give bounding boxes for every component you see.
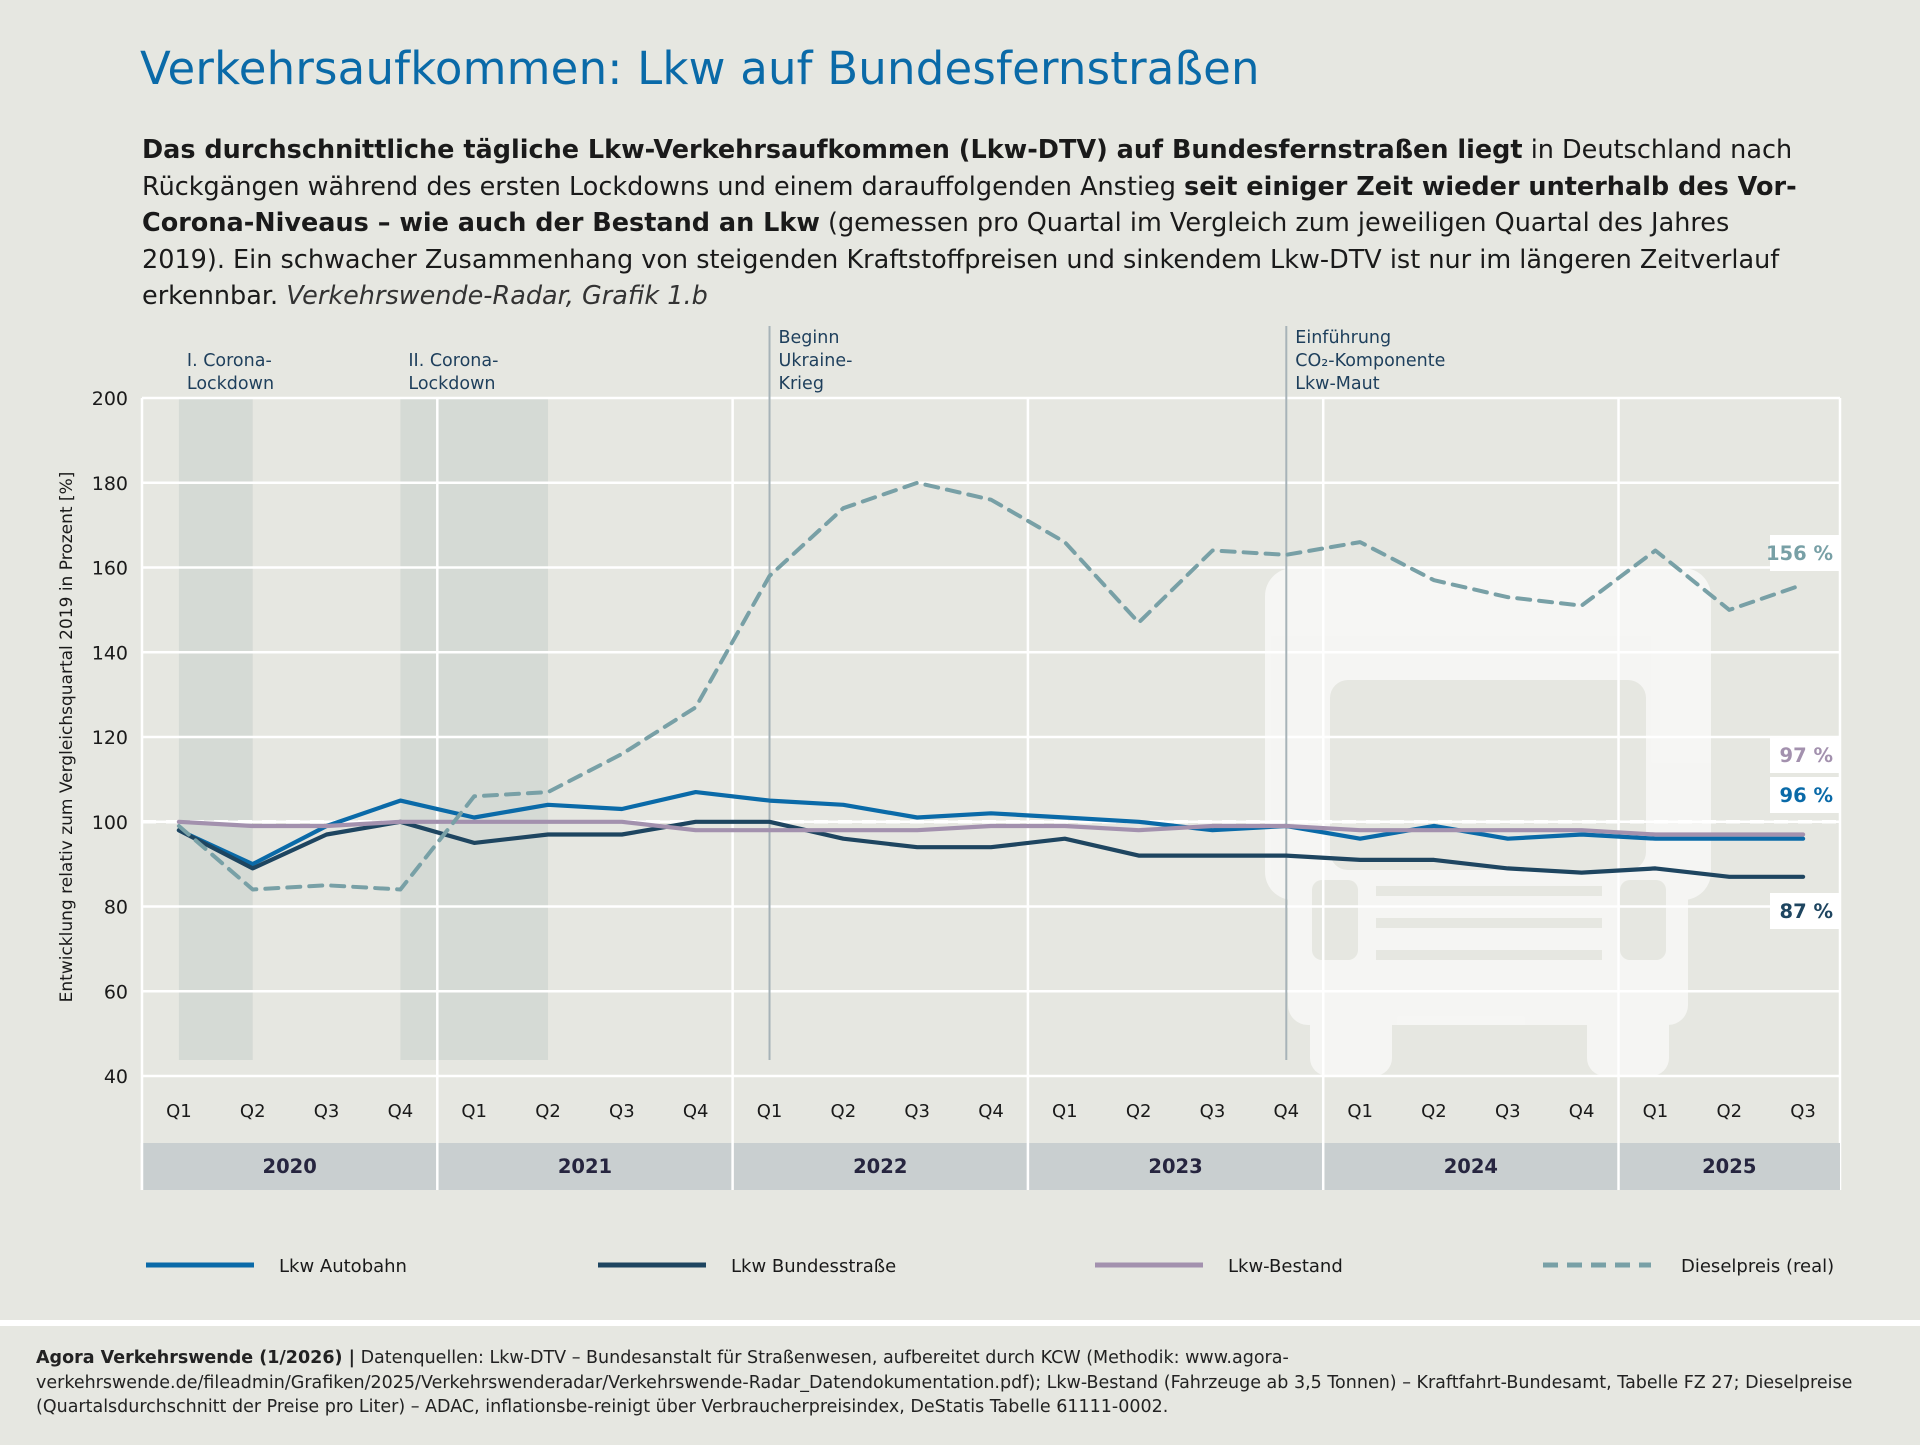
lockdown-label: II. Corona- [408,351,498,371]
y-tick-label: 120 [92,727,128,749]
x-tick-label: Q1 [1643,1101,1669,1122]
y-tick-label: 100 [92,812,128,834]
end-label-box [1770,777,1840,813]
end-value-label: 156 % [1766,542,1833,565]
series-line [176,819,1806,879]
year-label: 2022 [853,1155,907,1178]
page-title: Verkehrsaufkommen: Lkw auf Bundesfernstr… [140,42,1260,95]
x-tick-label: Q4 [1569,1101,1595,1122]
y-tick-label: 140 [92,642,128,664]
end-label-box [1770,737,1840,773]
year-label: 2021 [558,1155,612,1178]
footer-sources: Agora Verkehrswende (1/2026) | Datenquel… [36,1346,1886,1420]
series-line [176,480,1806,892]
line-chart: I. Corona- Lockdown II. Corona- Lockdown 40 6… [57,326,1842,1277]
legend-label: Lkw Bundesstraße [731,1256,896,1277]
year-label: 2024 [1444,1155,1498,1178]
end-value-label: 87 % [1780,900,1833,923]
x-tick-label: Q2 [240,1101,266,1122]
lockdown-label: Lockdown [187,374,274,394]
lockdown-shade [178,398,253,1060]
footer-bar [0,1320,1920,1445]
y-tick-label: 200 [92,388,128,410]
end-value-label: 96 % [1780,784,1833,807]
y-tick-label: 60 [104,981,128,1003]
x-tick-label: Q2 [831,1101,857,1122]
x-tick-label: Q1 [757,1101,783,1122]
series-line [176,819,1806,837]
y-tick-label: 160 [92,558,128,580]
lockdown-label: I. Corona- [187,351,272,371]
intro-text: Das durchschnittliche tägliche Lkw-Verke… [142,132,1802,315]
footer-text: Datenquellen: Lkw-DTV – Bundesanstalt fü… [36,1348,1853,1417]
footer-org: Agora Verkehrswende (1/2026) | [36,1348,355,1368]
lockdown-label: Lockdown [408,374,495,394]
intro-text-1: in Deutschland nach Rückgängen während d… [142,135,1793,202]
event-label: Beginn [779,328,840,348]
x-tick-label: Q1 [461,1101,487,1122]
x-tick-label: Q3 [1790,1101,1816,1122]
x-tick-label: Q1 [166,1101,192,1122]
intro-text-2: (gemessen pro Quartal im Vergleich zum j… [142,208,1780,311]
year-label: 2025 [1702,1155,1756,1178]
x-tick-label: Q3 [314,1101,340,1122]
intro-source: Verkehrswende-Radar, Grafik 1.b [286,281,708,311]
x-tick-label: Q3 [1200,1101,1226,1122]
y-tick-label: 40 [104,1066,128,1088]
event-label: Einführung [1295,328,1391,348]
x-tick-label: Q1 [1052,1101,1078,1122]
legend-label: Dieselpreis (real) [1681,1256,1834,1277]
end-label-box [1770,893,1840,929]
event-label: Krieg [779,374,824,394]
x-tick-label: Q3 [904,1101,930,1122]
x-tick-label: Q3 [1495,1101,1521,1122]
x-tick-label: Q2 [1126,1101,1152,1122]
event-label: Ukraine- [779,351,853,371]
y-tick-label: 80 [104,897,128,919]
lockdown-shade [400,398,549,1060]
year-label: 2023 [1148,1155,1202,1178]
x-tick-label: Q4 [683,1101,709,1122]
legend-label: Lkw Autobahn [279,1256,407,1277]
intro-bold-2: seit einiger Zeit wieder unterhalb des V… [142,171,1797,239]
end-value-label: 97 % [1780,744,1833,767]
year-label: 2020 [263,1155,317,1178]
x-tick-label: Q1 [1347,1101,1373,1122]
x-tick-label: Q3 [609,1101,635,1122]
x-tick-label: Q2 [1716,1101,1742,1122]
y-tick-label: 180 [92,473,128,495]
y-axis-label: Entwicklung relativ zum Vergleichsquarta… [57,472,77,1003]
series-line [176,789,1806,867]
event-label: CO₂-Komponente [1295,351,1445,371]
legend-label: Lkw-Bestand [1228,1256,1343,1277]
x-tick-label: Q4 [388,1101,414,1122]
x-tick-label: Q4 [1273,1101,1299,1122]
end-label-box [1770,535,1840,571]
x-tick-label: Q2 [1421,1101,1447,1122]
year-band [142,1143,1840,1190]
x-tick-label: Q4 [978,1101,1004,1122]
intro-bold-1: Das durchschnittliche tägliche Lkw-Verke… [142,135,1523,165]
event-label: Lkw-Maut [1295,374,1379,394]
x-tick-label: Q2 [535,1101,561,1122]
